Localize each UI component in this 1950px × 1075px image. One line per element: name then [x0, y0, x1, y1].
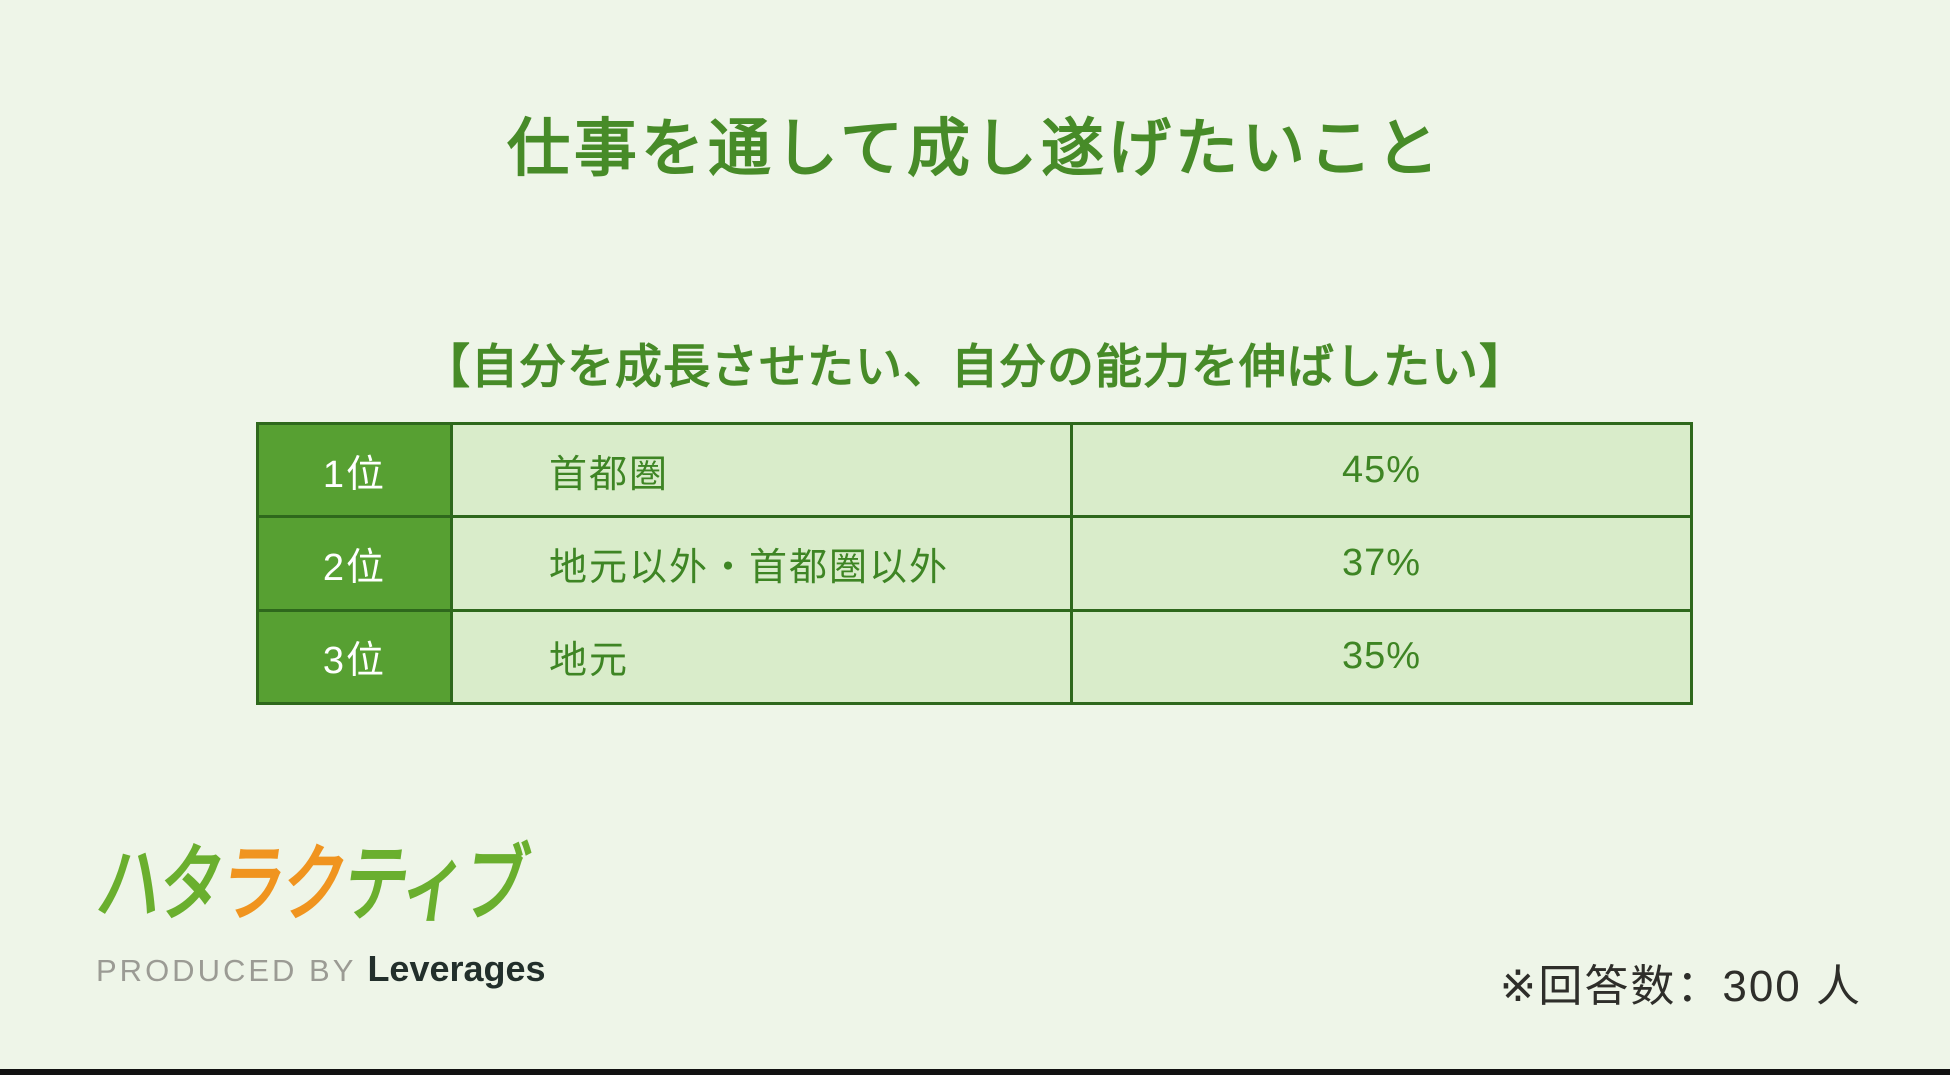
produced-by-label: PRODUCED BY [96, 953, 356, 988]
page-subtitle: 【自分を成長させたい、自分の能力を伸ばしたい】 [423, 340, 1527, 393]
rank-cell: 3位 [256, 608, 453, 706]
logo-text-orange: ラク [215, 837, 352, 931]
rank-cell: 2位 [256, 515, 453, 612]
respondents-note: ※回答数：300 人 [1499, 962, 1862, 1011]
logo-text-green-2: ティブ [338, 837, 533, 931]
answer-cell: 地元以外・首都圏以外 [450, 515, 1073, 612]
table-row: 1位 首都圏 45% [256, 421, 1693, 519]
percent-cell: 45% [1070, 421, 1693, 519]
rank-cell: 1位 [256, 421, 453, 519]
table-row: 3位 地元 35% [256, 608, 1693, 706]
answer-cell: 地元 [450, 608, 1073, 706]
logo-text-green-1: ハタ [91, 837, 229, 931]
produced-by-line: PRODUCED BY Leverages [96, 948, 546, 990]
hatarakutive-logo: ハタラクティブ [91, 837, 533, 931]
percent-cell: 35% [1070, 608, 1693, 706]
answer-cell: 首都圏 [450, 421, 1073, 519]
table-row: 2位 地元以外・首都圏以外 37% [256, 515, 1693, 612]
company-name: Leverages [367, 948, 546, 989]
page-title: 仕事を通して成し遂げたいこと [506, 114, 1444, 184]
percent-cell: 37% [1070, 515, 1693, 612]
bottom-border-bar [0, 1069, 1950, 1075]
ranking-table: 1位 首都圏 45% 2位 地元以外・首都圏以外 37% 3位 地元 35% [256, 421, 1693, 706]
